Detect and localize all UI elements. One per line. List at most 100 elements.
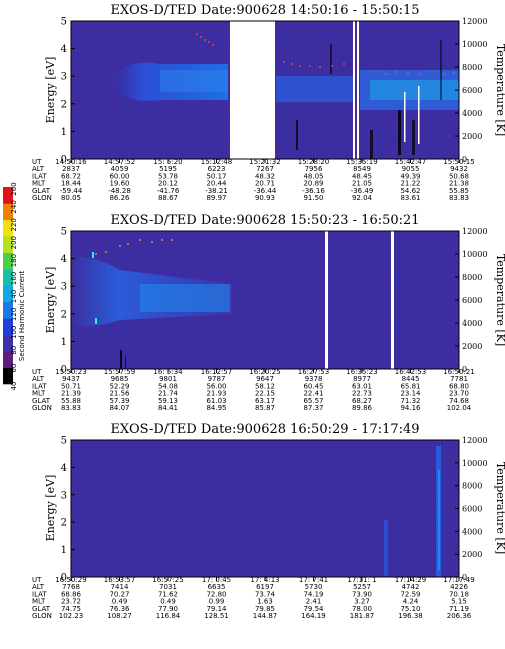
panel-1-band-right-3 (370, 80, 459, 100)
orbit-value: 55.85 (449, 187, 469, 195)
colorbar-ticks: 40 60 80 100 120 140 160 180 200 220 240 260 (10, 182, 18, 390)
orbit-value: 71.19 (449, 605, 469, 613)
panel-1: EXOS-D/TED Date:900628 14:50:16 - 15:50:… (32, 3, 505, 202)
orbit-value: 59.13 (158, 397, 178, 405)
panel-3-title: EXOS-D/TED Date:900628 16:50:29 - 17:17:… (110, 422, 419, 437)
orbit-row-label: ALT (32, 583, 45, 591)
panel-3-y2-ticks: 0 2000 4000 6000 8000 10000 12000 (455, 436, 487, 582)
colorbar-swatch (3, 252, 13, 270)
orbit-value: 84.07 (109, 404, 129, 412)
orbit-value: 23.14 (400, 390, 421, 398)
y-tick-label: 5 (61, 227, 67, 238)
orbit-value: 8977 (353, 375, 371, 383)
y2-tick-label: 12000 (462, 227, 487, 236)
panel-2-cyan-marks (92, 252, 97, 324)
orbit-value: 15:50:23 (55, 368, 86, 376)
orbit-value: 83.61 (400, 194, 420, 202)
panel-1-temperature-trace (196, 33, 455, 75)
orbit-value: 61.03 (206, 397, 226, 405)
orbit-value: 17: 4:13 (250, 576, 279, 584)
orbit-value: 21.74 (158, 390, 179, 398)
y2-tick-label: 2000 (462, 550, 482, 559)
orbit-value: 14:50:16 (55, 158, 87, 166)
orbit-value: 63.17 (255, 397, 275, 405)
orbit-value: 20.71 (255, 180, 275, 188)
orbit-value: 74.19 (303, 590, 323, 598)
orbit-value: 116.84 (156, 612, 181, 620)
colorbar-swatch (3, 285, 13, 303)
orbit-value: 15:42:47 (395, 158, 426, 166)
y2-tick-label: 2000 (462, 132, 482, 141)
panel-2-orbit-table: UT 15:50:23 15:57:59 16: 5:34 16:12:57 16:20:… (32, 368, 475, 412)
orbit-value: 22.15 (255, 390, 275, 398)
orbit-value: 78.00 (352, 605, 372, 613)
orbit-value: 70.27 (109, 590, 129, 598)
y2-tick-label: 2000 (462, 342, 482, 351)
orbit-value: 56.00 (206, 382, 226, 390)
orbit-value: 68.27 (352, 397, 372, 405)
colorbar-tick: 260 (10, 182, 18, 195)
orbit-value: 19.60 (109, 180, 129, 188)
orbit-value: 92.04 (352, 194, 373, 202)
panel-1-band-core (160, 70, 228, 92)
orbit-value: 15:50:15 (443, 158, 474, 166)
panel-1-plot (70, 20, 460, 160)
orbit-value: 16: 5:34 (153, 368, 183, 376)
panel-1-y2-label: Temperature [K] (494, 44, 505, 136)
colorbar-tick: 80 (10, 346, 18, 355)
orbit-value: 102.04 (447, 404, 472, 412)
orbit-value: 79.85 (255, 605, 275, 613)
orbit-value: 6197 (256, 583, 274, 591)
orbit-value: 68.80 (449, 382, 469, 390)
orbit-value: 16:53:57 (104, 576, 135, 584)
orbit-value: 84.95 (206, 404, 226, 412)
colorbar-tick: 140 (10, 290, 18, 303)
orbit-value: 16:27:53 (298, 368, 329, 376)
panel-2-data-gap-2 (391, 231, 394, 369)
orbit-value: 2.41 (306, 598, 322, 606)
panel-1-y-label: Energy [eV] (44, 57, 57, 124)
panel-1-bright-streaks (404, 86, 420, 144)
orbit-value: 79.54 (303, 605, 324, 613)
orbit-value: 4226 (450, 583, 468, 591)
y2-tick-label: 0 (462, 155, 467, 164)
colorbar-tick: 220 (10, 218, 18, 231)
panel-3-background (71, 440, 459, 577)
orbit-value: 54.62 (400, 187, 420, 195)
y2-tick-label: 10000 (462, 250, 487, 259)
panel-3-y-ticks: 0 1 2 3 4 5 (61, 436, 75, 584)
orbit-value: 18.44 (61, 180, 82, 188)
colorbar-tick: 60 (10, 364, 18, 373)
orbit-value: 80.05 (61, 194, 81, 202)
orbit-value: 15:21:32 (249, 158, 280, 166)
y-tick-label: 0 (61, 155, 67, 166)
orbit-value: 48.05 (303, 172, 323, 180)
orbit-value: 50.71 (61, 382, 81, 390)
orbit-value: 7956 (305, 165, 323, 173)
orbit-value: 52.29 (109, 382, 129, 390)
orbit-value: 23.70 (449, 390, 469, 398)
orbit-value: 17: 0:45 (202, 576, 231, 584)
orbit-row-label: UT (32, 576, 42, 584)
orbit-value: 8549 (353, 165, 371, 173)
orbit-row-label: GLAT (32, 397, 51, 405)
orbit-value: 16:57:25 (152, 576, 183, 584)
orbit-value: 83.83 (61, 404, 81, 412)
orbit-value: 49.39 (400, 172, 420, 180)
orbit-value: -36.44 (254, 187, 277, 195)
orbit-value: 75.10 (400, 605, 420, 613)
orbit-value: 71.32 (400, 397, 420, 405)
orbit-value: 16:35:23 (346, 368, 377, 376)
orbit-value: 91.50 (303, 194, 323, 202)
orbit-value: 79.14 (206, 605, 227, 613)
orbit-value: 15:57:59 (104, 368, 135, 376)
orbit-row-label: ALT (32, 165, 45, 173)
panel-3-y2-label: Temperature [K] (494, 462, 505, 554)
y2-tick-label: 4000 (462, 109, 482, 118)
orbit-value: 21.38 (449, 180, 469, 188)
y-tick-label: 5 (61, 17, 67, 28)
colorbar-swatch (3, 187, 13, 204)
orbit-value: 58.12 (255, 382, 275, 390)
orbit-row-label: MLT (32, 390, 46, 398)
orbit-value: 21.22 (400, 180, 420, 188)
